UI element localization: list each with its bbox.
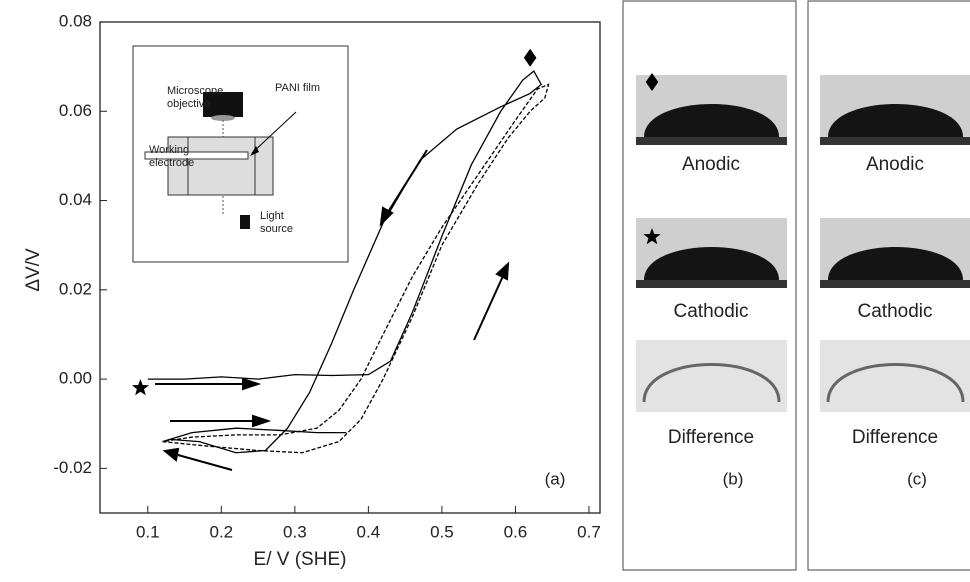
inset-label: Working electrode (149, 144, 194, 169)
panel-caption: Difference (668, 427, 754, 448)
outline (826, 363, 965, 403)
droplet (828, 247, 963, 280)
inset-label: PANI film (275, 82, 320, 94)
panel-label: (c) (907, 469, 927, 488)
inset-label: Light source (260, 210, 293, 235)
y-tick-label: 0.08 (59, 11, 92, 30)
x-tick-label: 0.7 (577, 522, 601, 541)
y-tick-label: 0.00 (59, 369, 92, 388)
droplet (644, 104, 779, 137)
star-marker (643, 228, 661, 245)
panel-label: (a) (545, 469, 566, 488)
inset-label: Microscope objective (167, 85, 223, 110)
inset (132, 45, 349, 263)
y-tick-label: 0.06 (59, 101, 92, 120)
x-tick-label: 0.1 (136, 522, 160, 541)
x-axis-label: E/ V (SHE) (254, 549, 347, 570)
y-tick-label: -0.02 (53, 458, 92, 477)
x-tick-label: 0.3 (283, 522, 307, 541)
curve (162, 83, 550, 454)
panel-caption: Anodic (866, 154, 924, 175)
x-tick-label: 0.4 (357, 522, 381, 541)
x-tick-label: 0.6 (504, 522, 528, 541)
droplet (644, 247, 779, 280)
y-tick-label: 0.02 (59, 279, 92, 298)
x-tick-label: 0.5 (430, 522, 454, 541)
star-marker (131, 379, 150, 396)
diamond-marker (645, 73, 659, 91)
panel-frame (622, 0, 797, 571)
x-tick-label: 0.2 (210, 522, 234, 541)
substrate (636, 137, 787, 145)
panel-label: (b) (723, 469, 744, 488)
panel-caption: Difference (852, 427, 938, 448)
panel-frame (807, 0, 970, 571)
substrate (820, 280, 970, 288)
panel-caption: Cathodic (858, 301, 933, 322)
plot-frame (99, 21, 601, 514)
diamond-marker (523, 48, 537, 67)
droplet (828, 104, 963, 137)
panel-caption: Anodic (682, 154, 740, 175)
substrate (820, 137, 970, 145)
outline (642, 363, 781, 403)
panel-caption: Cathodic (674, 301, 749, 322)
y-tick-label: 0.04 (59, 190, 92, 209)
substrate (636, 280, 787, 288)
y-axis-label: ΔV/V (23, 248, 44, 292)
